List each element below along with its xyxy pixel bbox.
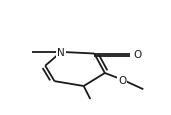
Text: O: O [133, 49, 142, 59]
Text: N: N [57, 47, 65, 57]
Text: O: O [118, 75, 126, 85]
